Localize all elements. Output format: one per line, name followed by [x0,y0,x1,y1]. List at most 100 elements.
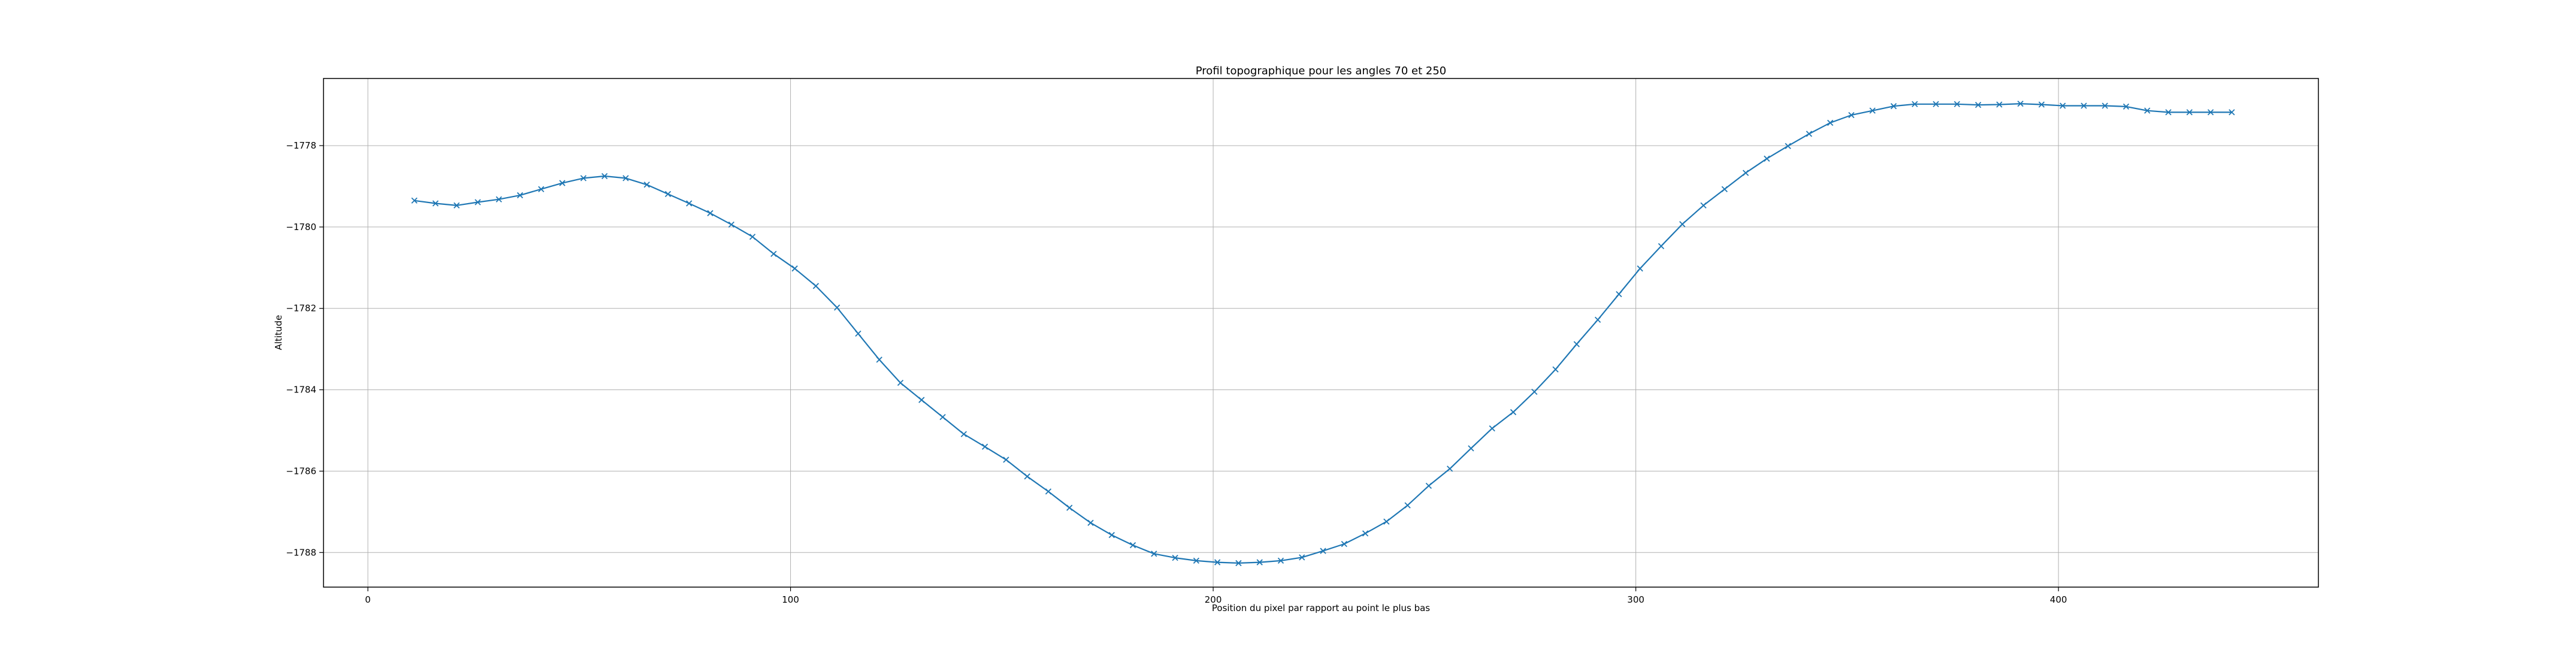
data-point-marker [876,356,882,363]
data-point-marker [686,200,693,207]
data-point-marker [1256,559,1263,566]
data-point-marker [1235,560,1242,567]
data-point-marker [664,191,672,198]
data-point-marker [897,379,904,386]
data-point-marker [1024,473,1030,480]
data-point-marker [1087,519,1094,526]
data-point-marker [1468,445,1474,452]
data-point-marker [1383,518,1390,525]
data-point-marker [834,304,840,311]
data-point-marker [1848,111,1855,119]
data-point-marker [1510,409,1517,416]
data-point-marker [1806,131,1812,137]
data-point-marker [1933,101,1939,107]
data-point-marker [1341,540,1347,548]
data-point-marker [981,443,988,450]
data-point-marker [2186,109,2193,116]
data-point-marker [1129,542,1136,549]
data-point-marker [1151,551,1157,557]
y-tick-label: −1786 [286,465,316,476]
data-point-marker [1003,457,1009,463]
data-point-marker [453,202,460,209]
data-point-marker [1890,103,1897,110]
data-point-marker [1679,221,1686,228]
y-tick-label: −1782 [286,303,316,314]
data-point-marker [1594,316,1601,323]
x-tick-label: 100 [782,594,799,605]
data-point-marker [2102,102,2108,109]
x-tick-label: 0 [365,594,371,605]
data-point-marker [1404,502,1411,509]
data-point-marker [1447,465,1453,472]
data-point-marker [1066,504,1073,511]
data-point-marker [1785,143,1791,149]
data-point-marker [622,175,629,182]
data-point-marker [538,186,545,192]
data-point-marker [1721,186,1728,192]
data-point-marker [1108,531,1115,539]
plot-frame [323,78,2319,588]
data-point-marker [770,250,777,257]
data-point-marker [2017,100,2024,107]
x-axis-label: Position du pixel par rapport au point l… [1212,603,1430,613]
data-point-marker [1658,243,1665,249]
data-point-marker [495,196,502,202]
data-point-marker [2038,101,2045,108]
x-tick-label: 200 [1205,594,1222,605]
data-point-marker [1552,366,1559,373]
data-point-marker [728,221,734,228]
data-point-marker [2165,109,2172,116]
data-point-marker [1700,202,1707,209]
data-point-marker [1425,482,1432,489]
data-point-marker [1616,291,1622,298]
data-point-marker [411,197,418,204]
data-point-marker [1996,101,2003,108]
data-point-marker [1764,155,1770,162]
data-point-marker [1869,107,1876,114]
data-point-marker [559,180,566,186]
data-point-marker [1827,119,1834,126]
data-point-marker [2144,107,2151,114]
data-point-marker [1573,341,1580,347]
y-tick-label: −1780 [286,222,316,232]
series-layer [411,100,2235,567]
data-point-marker [2081,102,2087,109]
data-point-marker [1954,101,1960,107]
data-point-marker [601,173,608,180]
data-point-marker [707,210,713,216]
y-axis-label: Altitude [273,315,284,350]
ticks: 0 100 200 300 400 −1778 −1780 −1782 −1784 −1786 −1… [286,140,2067,605]
data-point-marker [1214,559,1221,566]
data-point-marker [1277,557,1284,564]
data-point-marker [516,192,524,199]
data-point-marker [432,200,439,207]
data-point-marker [1975,102,1982,108]
x-tick-label: 300 [1627,594,1644,605]
data-point-marker [1531,388,1538,395]
chart-title: Profil topographique pour les angles 70 … [1196,65,1446,77]
x-tick-label: 400 [2050,594,2067,605]
data-point-marker [1299,554,1305,561]
data-point-marker [1742,170,1749,176]
data-point-marker [1637,265,1643,272]
data-point-marker [791,265,798,272]
y-tick-label: −1788 [286,547,316,558]
y-tick-label: −1784 [286,385,316,395]
data-point-marker [1489,425,1495,432]
data-point-marker [2060,102,2066,109]
data-point-marker [2207,109,2214,116]
data-point-marker [918,397,925,403]
data-point-marker [474,199,481,205]
data-point-marker [1172,554,1178,561]
data-point-marker [580,175,587,182]
data-point-marker [749,234,756,240]
data-point-marker [1045,488,1052,495]
data-point-marker [1362,530,1369,537]
data-point-marker [2229,109,2235,116]
y-tick-label: −1778 [286,140,316,151]
data-point-marker [1320,548,1326,554]
data-point-marker [812,283,820,289]
data-point-marker [939,413,946,421]
data-point-marker [643,182,650,188]
